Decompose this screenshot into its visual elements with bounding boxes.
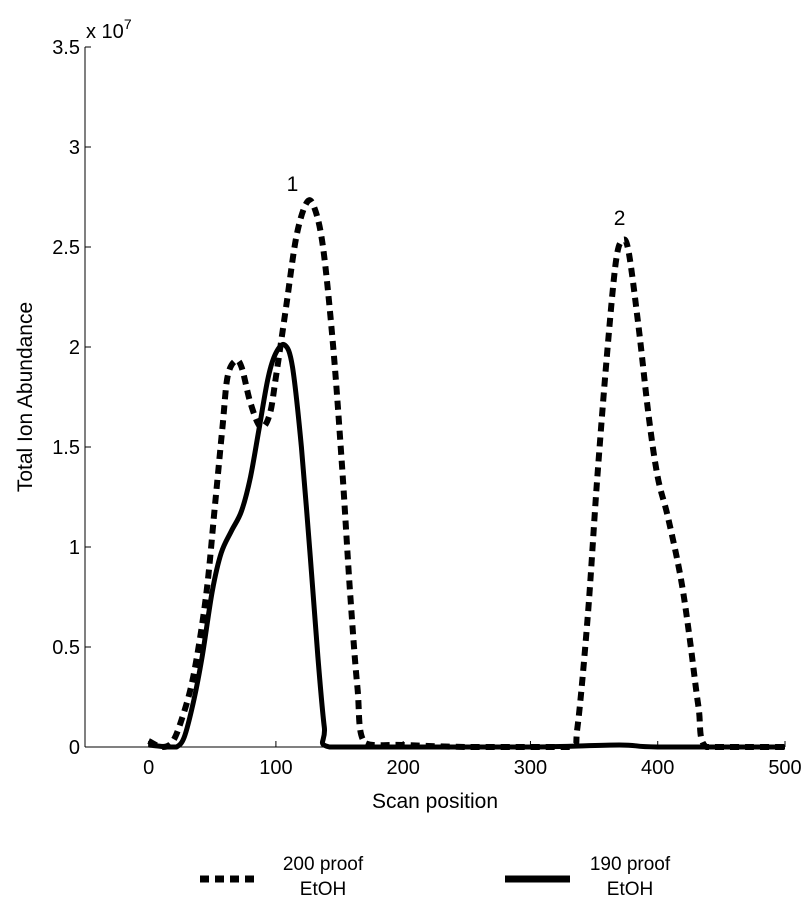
y-axis-label: Total Ion Abundance [14, 302, 37, 492]
y-multiplier: x 107 [86, 16, 132, 43]
x-tick-label: 0 [143, 757, 154, 779]
legend-label-200-proof-line1: 200 proof [283, 854, 364, 875]
axes [84, 47, 785, 748]
y-tick-label: 1.5 [52, 437, 80, 459]
legend-label-190-proof-line1: 190 proof [590, 854, 671, 875]
y-multiplier-base: x 10 [86, 21, 124, 43]
legend-label-190-proof-line2: EtOH [607, 879, 653, 900]
y-tick-label: 1 [69, 537, 80, 559]
legend: 200 proof EtOH 190 proof EtOH [200, 854, 671, 900]
series-line-190-proof [148, 341, 785, 750]
peak-label: 1 [287, 173, 299, 196]
peak-label: 2 [614, 207, 626, 230]
legend-label-200-proof-line2: EtOH [300, 879, 346, 900]
series-layer [147, 197, 785, 750]
x-tick-label: 400 [641, 757, 674, 779]
peak-annotations: 12 [287, 173, 626, 230]
y-multiplier-exponent: 7 [124, 16, 132, 32]
y-tick-label: 3 [69, 137, 80, 159]
x-axis-label: Scan position [372, 790, 498, 813]
x-tick-label: 100 [259, 757, 292, 779]
x-tick-label: 500 [768, 757, 801, 779]
tick-labels: 0 100 200 300 400 500 0 0.5 1 1.5 2 2.5 3 3.5 [52, 37, 802, 779]
y-tick-label: 0 [69, 737, 80, 759]
y-tick-label: 0.5 [52, 637, 80, 659]
y-tick-label: 2.5 [52, 237, 80, 259]
y-tick-label: 3.5 [52, 37, 80, 59]
x-tick-label: 300 [514, 757, 547, 779]
y-tick-label: 2 [69, 337, 80, 359]
series-line-200-proof [147, 197, 785, 750]
x-tick-label: 200 [386, 757, 419, 779]
